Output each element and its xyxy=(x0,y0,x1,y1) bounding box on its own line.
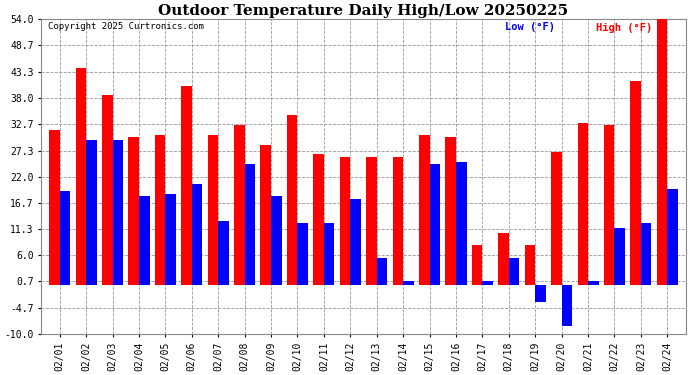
Bar xyxy=(166,194,176,285)
Bar xyxy=(509,258,520,285)
Bar xyxy=(59,191,70,285)
Bar xyxy=(86,140,97,285)
Title: Outdoor Temperature Daily High/Low 20250225: Outdoor Temperature Daily High/Low 20250… xyxy=(159,4,569,18)
Bar xyxy=(313,154,324,285)
Bar xyxy=(631,81,641,285)
Bar xyxy=(324,223,335,285)
Bar xyxy=(482,281,493,285)
Bar xyxy=(245,164,255,285)
Bar xyxy=(588,281,599,285)
Bar xyxy=(218,221,229,285)
Bar xyxy=(403,281,414,285)
Bar xyxy=(641,223,651,285)
Bar xyxy=(128,137,139,285)
Text: High (°F): High (°F) xyxy=(595,22,652,33)
Text: Copyright 2025 Curtronics.com: Copyright 2025 Curtronics.com xyxy=(48,22,204,32)
Bar xyxy=(657,20,667,285)
Bar xyxy=(260,145,271,285)
Bar xyxy=(604,125,615,285)
Bar xyxy=(498,233,509,285)
Bar xyxy=(234,125,245,285)
Bar xyxy=(472,245,482,285)
Bar xyxy=(377,258,387,285)
Bar xyxy=(181,86,192,285)
Bar xyxy=(419,135,430,285)
Bar xyxy=(446,137,456,285)
Bar xyxy=(551,152,562,285)
Bar xyxy=(562,285,572,327)
Bar xyxy=(667,189,678,285)
Bar xyxy=(297,223,308,285)
Bar xyxy=(287,115,297,285)
Bar xyxy=(155,135,166,285)
Bar xyxy=(102,96,112,285)
Bar xyxy=(615,228,625,285)
Bar xyxy=(271,196,282,285)
Bar xyxy=(393,157,403,285)
Bar xyxy=(456,162,466,285)
Bar xyxy=(339,157,351,285)
Bar xyxy=(75,69,86,285)
Text: Low (°F): Low (°F) xyxy=(505,22,555,33)
Bar xyxy=(430,164,440,285)
Bar xyxy=(192,184,202,285)
Bar xyxy=(366,157,377,285)
Bar xyxy=(535,285,546,302)
Bar xyxy=(578,123,588,285)
Bar xyxy=(139,196,150,285)
Bar xyxy=(49,130,59,285)
Bar xyxy=(524,245,535,285)
Bar xyxy=(351,199,361,285)
Bar xyxy=(208,135,218,285)
Bar xyxy=(112,140,123,285)
